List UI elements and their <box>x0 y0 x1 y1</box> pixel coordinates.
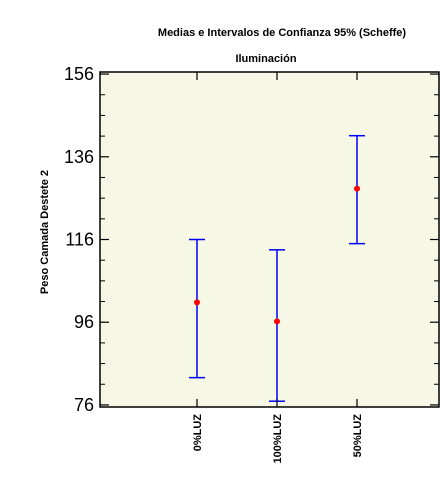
x-tick-label: 100%LUZ <box>272 414 284 464</box>
errorbar-group <box>189 238 205 379</box>
chart-subtitle: Iluminación <box>235 53 296 65</box>
y-axis-label: Peso Camada Destete 2 <box>39 170 51 294</box>
chart-marks <box>189 134 365 402</box>
y-tick-label: 136 <box>64 147 94 167</box>
mean-point <box>194 299 200 306</box>
plot-area <box>99 71 440 408</box>
y-tick-label: 116 <box>65 230 94 250</box>
y-tick-label: 76 <box>74 395 94 415</box>
chart-axes: 76 96 116 136 156 0%LUZ 100%LUZ 50%LUZ <box>64 64 439 464</box>
chart-title: Medias e Intervalos de Confianza 95% (Sc… <box>158 27 407 39</box>
errorbar-group <box>349 134 365 245</box>
x-tick-label: 0%LUZ <box>192 414 204 452</box>
y-tick-label: 96 <box>74 312 94 332</box>
mean-point <box>274 318 280 325</box>
x-tick-label: 50%LUZ <box>352 414 364 458</box>
y-tick-label: 156 <box>64 64 94 84</box>
errorbar-group <box>269 249 285 402</box>
mean-point <box>354 185 360 192</box>
